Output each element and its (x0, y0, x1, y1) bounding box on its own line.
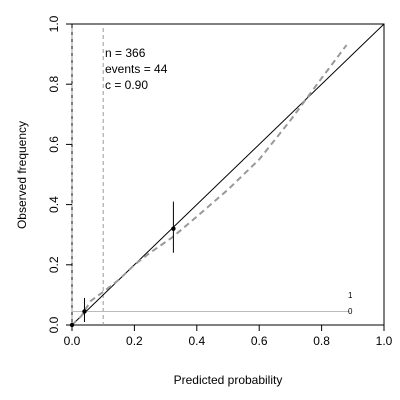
x-tick-label: 0.8 (313, 334, 330, 348)
y-tick-label: 0.4 (47, 196, 61, 213)
axis-layer: 0.0 0.2 0.4 0.6 0.8 1.0 0.0 0.2 0.4 0.6 0.8 1.0 (47, 15, 393, 348)
x-tick-label: 0.6 (251, 334, 268, 348)
y-tick-label: 0.8 (47, 76, 61, 93)
y-tick-label: 1.0 (47, 15, 61, 32)
calibration-point (171, 226, 176, 231)
calibration-point (82, 309, 87, 314)
plot-frame (71, 23, 385, 326)
x-axis-label: Predicted probability (174, 373, 283, 387)
rug-top-label: 1 (348, 291, 353, 300)
y-tick-label: 0.2 (47, 256, 61, 273)
y-axis-label: Observed frequency (15, 121, 29, 229)
smoothed-calibration-line (71, 44, 348, 326)
annotation-c: c = 0.90 (105, 78, 148, 92)
x-tick-label: 0.0 (64, 334, 81, 348)
annotation-n: n = 366 (105, 46, 146, 60)
x-tick-label: 0.4 (188, 334, 205, 348)
series-layer (69, 23, 385, 328)
y-tick-label: 0.6 (47, 136, 61, 153)
x-tick-label: 1.0 (376, 334, 393, 348)
x-tick-label: 0.2 (126, 334, 143, 348)
annotation-events: events = 44 (105, 62, 168, 76)
y-tick-label: 0.0 (47, 316, 61, 333)
rug-bottom-label: 0 (348, 307, 353, 316)
